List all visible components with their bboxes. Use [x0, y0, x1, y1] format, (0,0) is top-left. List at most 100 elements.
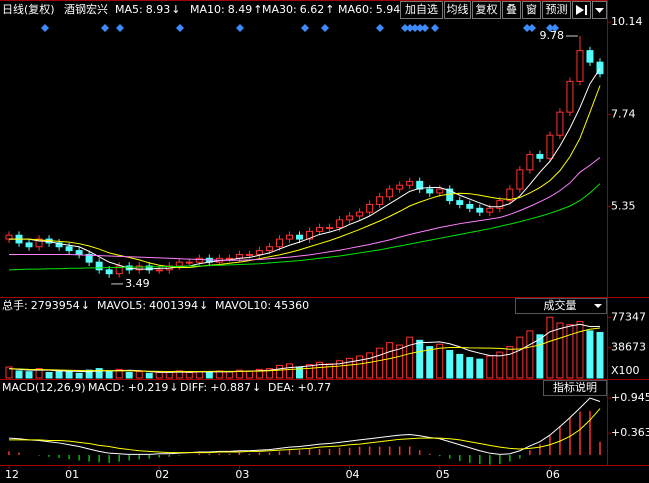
indicator-help[interactable]: 指标说明	[543, 380, 607, 396]
indicator-line	[9, 157, 601, 261]
event-marker[interactable]	[321, 24, 329, 32]
legend-value: 5.94	[376, 3, 401, 16]
candle-body	[386, 188, 394, 198]
candle-body	[496, 200, 504, 209]
candle-body	[55, 242, 63, 248]
y-tick-label: 5.35	[611, 199, 636, 212]
candle-body	[426, 188, 434, 194]
volume-bar	[195, 371, 203, 379]
toolbar-button[interactable]: 窗	[526, 2, 537, 16]
event-marker[interactable]	[431, 24, 439, 32]
candle-body	[546, 134, 554, 159]
event-marker[interactable]	[546, 24, 554, 32]
volume-bar	[25, 371, 33, 379]
candle-body	[75, 250, 83, 255]
button-frame[interactable]	[522, 1, 541, 19]
x-tick-label: 06	[546, 468, 560, 481]
y-tick-label: 7.74	[611, 107, 636, 120]
period-label: 日线(复权)	[2, 2, 55, 16]
legend-name: MACD:	[88, 381, 125, 394]
event-marker[interactable]	[406, 24, 414, 32]
legend-value: +0.887	[210, 381, 251, 394]
dropdown-icon	[594, 304, 602, 308]
volume-bar	[115, 368, 123, 379]
volume-bar	[396, 344, 404, 379]
toolbar-button[interactable]: 预测	[546, 3, 568, 16]
indicator-dropdown[interactable]: 成交量	[515, 298, 607, 314]
event-marker[interactable]	[301, 24, 309, 32]
toolbar-button[interactable]: 均线	[447, 2, 469, 16]
event-marker[interactable]	[401, 24, 409, 32]
event-marker[interactable]	[523, 24, 531, 32]
candle-body	[155, 269, 163, 272]
y-tick-label: +0.363	[611, 426, 649, 439]
button-frame[interactable]	[502, 1, 521, 19]
legend-value: 6.62	[300, 3, 325, 16]
x-tick-label: 03	[235, 468, 249, 481]
event-marker[interactable]	[421, 24, 429, 32]
volume-bar	[255, 368, 263, 379]
volume-bar	[336, 360, 344, 379]
volume-bar	[285, 363, 293, 379]
volume-bar	[316, 361, 324, 379]
candle-body	[185, 261, 193, 264]
x-tick-label: 01	[65, 468, 79, 481]
legend-arrow: ↓	[252, 381, 261, 394]
y-tick-label: 38673	[611, 341, 646, 354]
event-marker[interactable]	[376, 24, 384, 32]
legend-name: DIFF:	[180, 381, 207, 394]
event-marker[interactable]	[41, 24, 49, 32]
button-frame[interactable]	[444, 1, 471, 19]
legend-arrow: ↓	[169, 381, 178, 394]
event-marker[interactable]	[416, 24, 424, 32]
volume-bar	[576, 320, 584, 379]
toolbar-button[interactable]: 复权	[476, 2, 498, 16]
event-marker[interactable]	[101, 24, 109, 32]
event-marker[interactable]	[551, 24, 559, 32]
dropdown-button[interactable]	[592, 1, 607, 19]
volume-bar	[85, 369, 93, 379]
legend-value: 45360	[274, 299, 309, 312]
candle-body	[245, 253, 253, 256]
candle-body	[476, 207, 484, 213]
button-frame[interactable]	[472, 1, 501, 19]
candle-body	[275, 238, 283, 248]
event-marker[interactable]	[236, 24, 244, 32]
toolbar-button[interactable]: 加自选	[405, 3, 438, 16]
candle-body	[306, 230, 314, 240]
candle-body	[95, 261, 103, 271]
y-tick-label: 10.14	[611, 15, 643, 28]
legend-name: MA30:	[262, 3, 297, 16]
candle-body	[406, 180, 414, 186]
dropdown-frame	[515, 298, 607, 314]
event-marker[interactable]	[176, 24, 184, 32]
event-marker[interactable]	[411, 24, 419, 32]
candle-body	[396, 184, 404, 190]
volume-bar	[586, 330, 594, 379]
candle-body	[486, 207, 494, 213]
volume-bar	[356, 355, 364, 379]
icon-button[interactable]	[572, 1, 591, 19]
button-frame[interactable]	[400, 1, 443, 19]
candle-body	[145, 265, 153, 271]
candle-body	[25, 242, 33, 248]
candle-body	[105, 269, 113, 275]
candle-body	[295, 234, 303, 240]
volume-bar	[346, 357, 354, 379]
candle-body	[456, 200, 464, 205]
x-tick-label: 12	[5, 468, 19, 481]
event-marker[interactable]	[116, 24, 124, 32]
indicator-line	[9, 68, 601, 270]
volume-bar	[416, 339, 424, 379]
volume-bar	[566, 324, 574, 379]
candle-body	[195, 257, 203, 263]
volume-bar	[95, 368, 103, 379]
volume-bar	[306, 364, 314, 379]
y-tick-label: 77347	[611, 310, 646, 323]
toolbar-button[interactable]: 叠	[506, 3, 517, 16]
candle-body	[576, 50, 584, 82]
indicator-line	[8, 327, 601, 372]
event-marker[interactable]	[528, 24, 536, 32]
legend-value: 8.49	[228, 3, 253, 16]
button-frame[interactable]	[542, 1, 571, 19]
